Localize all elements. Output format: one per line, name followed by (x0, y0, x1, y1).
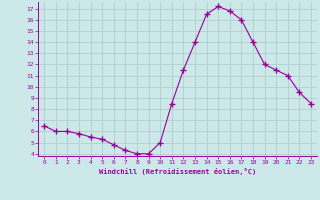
X-axis label: Windchill (Refroidissement éolien,°C): Windchill (Refroidissement éolien,°C) (99, 168, 256, 175)
